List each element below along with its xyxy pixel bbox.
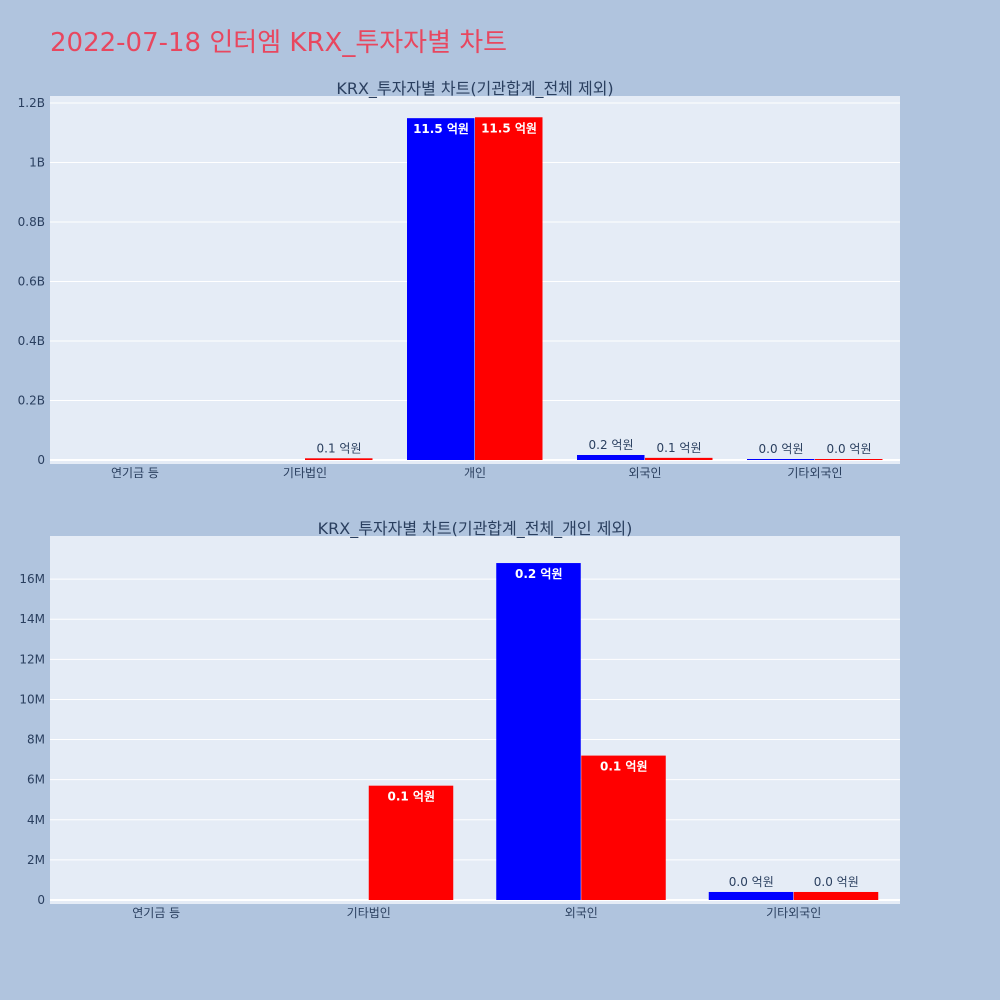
y-tick-label: 0 <box>37 453 45 467</box>
plot-area <box>50 536 900 904</box>
y-tick-label: 1B <box>29 156 45 170</box>
y-tick-label: 4M <box>27 813 45 827</box>
chart-top: KRX_투자자별 차트(기관합계_전체 제외) 0 0.2B 0.4B 0.6B 0.8B… <box>18 79 900 480</box>
data-label: 0.1 억원 <box>317 441 362 455</box>
y-tick-label: 0.8B <box>18 215 45 229</box>
data-label: 0.1 억원 <box>600 760 648 774</box>
bar <box>496 563 581 900</box>
data-label: 0.0 억원 <box>729 875 774 889</box>
x-tick-label: 연기금 등 <box>111 466 159 480</box>
page-title: 2022-07-18 인터엠 KRX_투자자별 차트 <box>50 28 508 58</box>
y-tick-label: 14M <box>19 612 45 626</box>
y-tick-label: 8M <box>27 733 45 747</box>
chart-title: KRX_투자자별 차트(기관합계_전체_개인 제외) <box>318 519 633 539</box>
data-label: 0.1 억원 <box>387 790 435 804</box>
x-tick-label: 기타외국인 <box>787 466 842 480</box>
x-tick-label: 연기금 등 <box>132 906 180 920</box>
data-label: 0.0 억원 <box>759 442 804 456</box>
y-tick-label: 6M <box>27 773 45 787</box>
y-tick-label: 0.2B <box>18 394 45 408</box>
bar <box>645 457 713 460</box>
bar <box>475 117 543 460</box>
data-label: 0.2 억원 <box>589 438 634 452</box>
y-tick-label: 2M <box>27 853 45 867</box>
x-tick-label: 기타외국인 <box>766 906 821 920</box>
y-tick-label: 0.4B <box>18 334 45 348</box>
y-tick-label: 16M <box>19 572 45 586</box>
bar <box>815 459 883 460</box>
y-tick-label: 0.6B <box>18 275 45 289</box>
chart-title: KRX_투자자별 차트(기관합계_전체 제외) <box>336 79 613 99</box>
x-tick-label: 개인 <box>464 466 486 480</box>
y-tick-label: 0 <box>37 893 45 907</box>
y-tick-label: 10M <box>19 692 45 706</box>
bar <box>793 891 879 900</box>
bar <box>305 458 373 460</box>
bar <box>577 455 645 460</box>
bar <box>368 785 454 900</box>
data-label: 0.0 억원 <box>814 875 859 889</box>
bar <box>407 118 475 461</box>
x-tick-label: 기타법인 <box>347 906 391 920</box>
bar <box>708 891 794 900</box>
bar <box>747 459 815 460</box>
x-tick-label: 외국인 <box>565 906 598 920</box>
x-tick-label: 기타법인 <box>283 466 327 480</box>
bar <box>581 755 666 900</box>
y-tick-label: 1.2B <box>18 96 45 110</box>
data-label: 11.5 억원 <box>413 122 469 136</box>
data-label: 11.5 억원 <box>481 121 537 135</box>
y-tick-label: 12M <box>19 652 45 666</box>
x-tick-label: 외국인 <box>628 466 661 480</box>
data-label: 0.2 억원 <box>515 567 563 581</box>
chart-bottom: KRX_투자자별 차트(기관합계_전체_개인 제외) 0 2M 4M 6M 8M 10M 12… <box>19 519 900 920</box>
data-label: 0.0 억원 <box>827 442 872 456</box>
data-label: 0.1 억원 <box>657 441 702 455</box>
